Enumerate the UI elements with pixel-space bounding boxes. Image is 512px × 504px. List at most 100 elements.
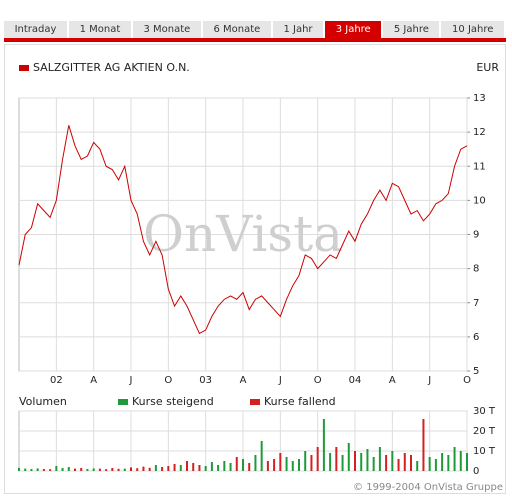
volume-bar xyxy=(416,461,419,471)
volume-bar xyxy=(130,467,132,471)
tab[interactable]: 5 Jahre xyxy=(383,21,442,38)
x-tick-label: O xyxy=(164,375,172,386)
y-tick-label: 30 T xyxy=(473,406,496,417)
volume-bar xyxy=(179,465,182,471)
volume-bar xyxy=(329,453,332,471)
volume-bar xyxy=(173,464,176,471)
tab[interactable]: 3 Monate xyxy=(133,21,203,38)
volume-bar xyxy=(316,447,319,471)
y-tick-label: 7 xyxy=(473,298,479,309)
volume-bar xyxy=(310,455,313,471)
unit-label: EUR xyxy=(476,61,499,74)
x-tick-label: J xyxy=(129,375,133,386)
tab[interactable]: 1 Monat xyxy=(69,21,133,38)
volume-bar xyxy=(111,468,114,471)
volume-bar xyxy=(441,453,444,471)
volume-bar xyxy=(105,469,108,471)
volume-bar xyxy=(453,447,456,471)
volume-bar xyxy=(74,468,76,471)
volume-bar xyxy=(167,466,170,471)
x-tick-label: A xyxy=(389,375,396,386)
volume-bar xyxy=(198,465,201,471)
volume-bar xyxy=(428,457,431,471)
volume-bar xyxy=(391,451,394,471)
volume-bar xyxy=(335,447,338,471)
volume-bar xyxy=(24,468,27,471)
x-tick-label: 04 xyxy=(349,375,362,386)
volume-title: Volumen xyxy=(19,395,67,408)
volume-bar xyxy=(42,469,45,471)
volume-bar xyxy=(347,443,350,471)
volume-bar xyxy=(385,455,388,471)
volume-bar xyxy=(18,468,20,471)
volume-bar xyxy=(291,461,294,471)
volume-bar xyxy=(248,463,251,471)
y-tick-label: 10 T xyxy=(473,446,496,457)
volume-bar xyxy=(403,453,406,471)
volume-bar xyxy=(136,468,139,471)
volume-bar xyxy=(410,455,412,471)
volume-bar xyxy=(154,465,157,471)
legend-swatch xyxy=(19,65,29,71)
tab-underline xyxy=(4,38,506,42)
volume-bar xyxy=(422,419,425,471)
volume-bar xyxy=(322,419,325,471)
volume-bar xyxy=(123,468,126,471)
volume-bar xyxy=(142,466,145,471)
y-tick-label: 13 xyxy=(473,93,486,104)
volume-bar xyxy=(378,447,381,471)
x-tick-label: 03 xyxy=(199,375,212,386)
volume-bar xyxy=(279,453,282,471)
legend-swatch xyxy=(250,399,260,405)
y-tick-label: 20 T xyxy=(473,426,496,437)
volume-bar xyxy=(223,461,226,471)
tab[interactable]: 3 Jahre xyxy=(325,21,384,38)
y-tick-label: 9 xyxy=(473,230,479,241)
volume-bar xyxy=(30,469,33,471)
volume-bar xyxy=(260,441,263,471)
volume-bar xyxy=(360,453,363,471)
volume-bar xyxy=(298,459,300,471)
volume-bar xyxy=(397,459,400,471)
x-tick-label: A xyxy=(90,375,97,386)
tab[interactable]: 10 Jahre xyxy=(441,21,507,38)
volume-bar xyxy=(92,468,95,471)
volume-bar xyxy=(186,461,188,471)
tab[interactable]: 6 Monate xyxy=(203,21,273,38)
tab[interactable]: 1 Jahr xyxy=(273,21,326,38)
x-tick-label: J xyxy=(427,375,431,386)
volume-bar xyxy=(466,453,468,471)
x-tick-label: A xyxy=(240,375,247,386)
price-line xyxy=(18,125,468,335)
y-tick-label: 11 xyxy=(473,161,486,172)
tab[interactable]: Intraday xyxy=(4,21,70,38)
volume-bar xyxy=(229,463,232,471)
volume-bar xyxy=(242,459,244,471)
volume-bar xyxy=(36,468,39,471)
x-tick-label: O xyxy=(463,375,471,386)
volume-bar xyxy=(434,459,437,471)
tab-bar: Intraday 1 Monat 3 Monate 6 Monate 1 Jahr 3 J… xyxy=(4,21,507,38)
volume-bar xyxy=(49,469,52,471)
y-tick-label: 0 xyxy=(473,466,479,477)
volume-bar xyxy=(372,457,375,471)
volume-bar xyxy=(285,457,288,471)
y-tick-label: 10 xyxy=(473,195,486,206)
volume-bar xyxy=(204,466,207,471)
volume-bar xyxy=(341,455,344,471)
volume-bar xyxy=(235,457,238,471)
chart-frame xyxy=(4,44,506,494)
volume-bar xyxy=(117,468,120,471)
watermark: OnVista xyxy=(143,205,343,263)
copyright: © 1999-2004 OnVista Gruppe xyxy=(353,482,503,493)
y-tick-label: 5 xyxy=(473,366,479,377)
volume-bar xyxy=(192,463,195,471)
volume-bar xyxy=(273,459,276,471)
volume-bar xyxy=(217,465,220,471)
x-tick-label: O xyxy=(314,375,322,386)
y-tick-label: 6 xyxy=(473,332,479,343)
legend-label: SALZGITTER AG AKTIEN O.N. xyxy=(33,61,190,74)
volume-bar xyxy=(447,455,450,471)
volume-bar xyxy=(98,468,101,471)
